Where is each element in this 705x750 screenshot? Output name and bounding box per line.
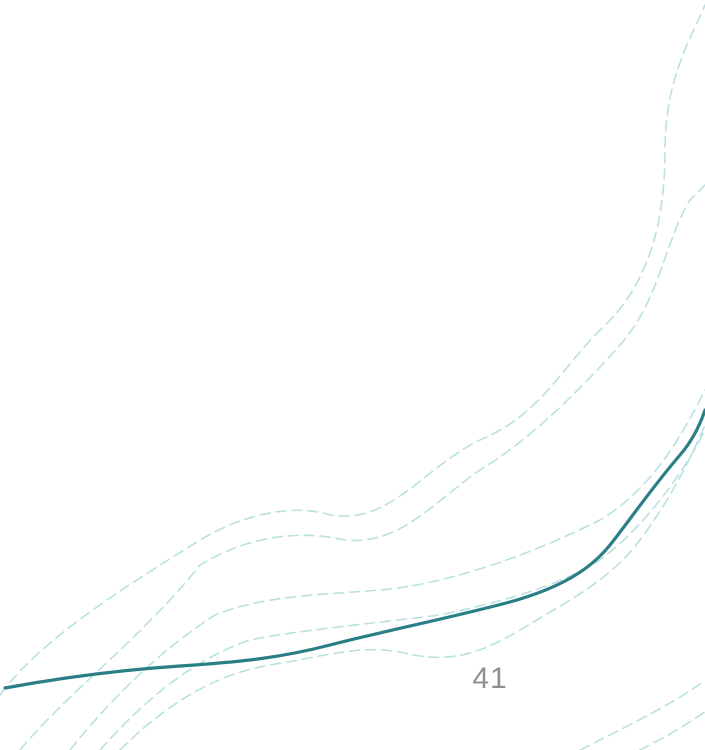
dashed-line-7 [639,711,705,750]
dashed-line-2 [19,184,705,750]
main-curve-line [3,408,705,690]
dashed-line-3 [69,389,705,750]
dashed-line-4 [99,429,705,750]
page-number: 41 [472,662,508,695]
dashed-line-1 [0,4,705,696]
dashed-line-6 [579,679,705,750]
dashed-line-5 [119,424,705,750]
